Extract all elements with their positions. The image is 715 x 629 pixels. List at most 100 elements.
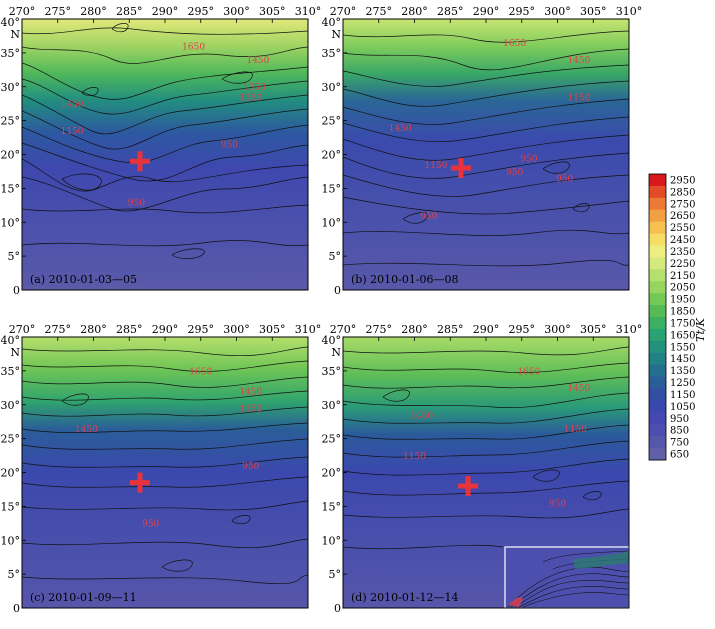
y-tick-label: 15° [1,500,21,513]
x-tick-label: 270° [9,323,36,336]
colorbar-tick-label: 850 [670,426,689,437]
colorbar-swatch [649,185,666,199]
x-tick-label: 285° [116,5,143,18]
x-tick-label: 280° [401,5,428,18]
panel-d-contour-label: 1150 [403,452,426,462]
colorbar-tick-label: 2250 [670,259,695,270]
x-tick-label: 300° [544,323,571,336]
x-tick-label: 290° [152,5,179,18]
y-tick-label: 10° [322,216,342,229]
y-tick-label: 0 [13,284,20,297]
x-tick-label: 290° [473,5,500,18]
x-tick-label: 300° [544,5,571,18]
x-tick-label: 305° [259,5,286,18]
colorbar-tick-label: 2550 [670,223,695,234]
colorbar-tick-label: 1650 [670,330,695,341]
colorbar-tick-label: 1150 [670,390,695,401]
y-tick-label: 0 [334,284,341,297]
colorbar-swatch [649,328,666,342]
colorbar-swatch [649,352,666,366]
colorbar-tick-label: 2950 [670,175,695,186]
colorbar-swatch [649,340,666,354]
panel-b-contour-label: 1150 [567,93,590,103]
panel-c-marker [129,472,150,493]
y-tick-label: 20° [1,149,21,162]
panel-a-marker-v [137,151,143,172]
colorbar-swatch [649,209,666,223]
x-tick-label: 290° [152,323,179,336]
panel-c-contour-label: 1450 [75,425,98,435]
x-tick-label: 305° [580,323,607,336]
panel-d-inset [504,546,630,609]
panel-c-marker-v [137,472,143,493]
panel-c-contour-label: 1150 [239,405,262,415]
colorbar-label: Tt/K [694,317,707,341]
x-tick-label: 275° [45,323,72,336]
panel-c-contour-label: 1450 [239,388,262,398]
y-tick-label: 25° [322,115,342,128]
y-tick-label: 40° [1,16,21,29]
panel-b-contour-label: 950 [520,154,537,164]
colorbar-tick-label: 950 [670,414,689,425]
panel-c-contour-label: 950 [142,520,159,530]
y-tick-label: 10° [1,534,21,547]
colorbar-ticks: 2950285027502650255024502350225021502050… [670,175,695,460]
y-tick-label: 30° [1,81,21,94]
y-tick-label: 20° [1,467,21,480]
y-tick-label: 25° [1,433,21,446]
y-tick-label: 35° [322,47,342,60]
panel-d-contour-labels: 1650 1450 1450 1150 1150 950 [403,367,591,509]
y-tick-label: 35° [322,365,342,378]
y-unit-label: N [331,28,341,41]
x-tick-label: 280° [80,323,107,336]
y-tick-label: 30° [322,399,342,412]
x-tick-label: 310° [616,323,643,336]
colorbar-tick-label: 1350 [670,366,695,377]
x-tick-label: 305° [580,5,607,18]
x-tick-label: 285° [437,5,464,18]
y-unit-label: N [10,346,20,359]
x-tick-label: 295° [188,5,215,18]
colorbar-swatch [649,233,666,246]
panel-b-marker [450,158,471,179]
x-tick-label: 285° [437,323,464,336]
x-tick-label: 280° [401,323,428,336]
colorbar-swatch [649,388,666,401]
colorbar-tick-label: 1550 [670,342,695,353]
panel-d-contour-label: 1450 [410,411,433,421]
x-tick-label: 270° [330,5,357,18]
colorbar-swatch [649,305,666,318]
colorbar-swatch [649,281,666,294]
y-tick-label: 20° [322,149,342,162]
colorbar-swatches [649,174,666,461]
x-tick-label: 275° [366,323,393,336]
colorbar-swatch [649,376,666,389]
y-tick-label: 15° [322,500,342,513]
y-tick-label: 20° [322,467,342,480]
y-tick-label: 5° [8,250,21,263]
panel-b: 1650 1450 1150 1450 1150 950 950 950 950 (b) 201… [342,18,630,291]
x-tick-label: 290° [473,323,500,336]
colorbar-swatch [649,448,666,461]
colorbar-tick-label: 1250 [670,378,695,389]
panel-d-label: (d) 2010-01-12—14 [351,591,459,604]
panel-c-label: (c) 2010-01-09—11 [30,591,137,604]
panel-a-field [22,19,308,290]
panel-c: 1650 1450 1150 1450 950 950 (c) 2010-01-09—11 [21,336,309,609]
colorbar-tick-label: 2750 [670,199,695,210]
panel-d: 1650 1450 1450 1150 1150 950 (d) 2010-01-12—1… [342,336,630,609]
y-tick-label: 40° [322,334,342,347]
panel-d-marker [458,476,479,497]
x-tick-label: 295° [509,323,536,336]
panel-d-contour-label: 1450 [567,384,590,394]
y-tick-label: 10° [322,534,342,547]
x-tick-label: 275° [366,5,393,18]
panel-a-contour-label: 1450 [61,100,84,110]
panel-a-marker [129,151,150,172]
x-tick-label: 300° [223,323,250,336]
panel-c-contours [22,346,308,585]
panel-d-contour-label: 1150 [564,425,587,435]
